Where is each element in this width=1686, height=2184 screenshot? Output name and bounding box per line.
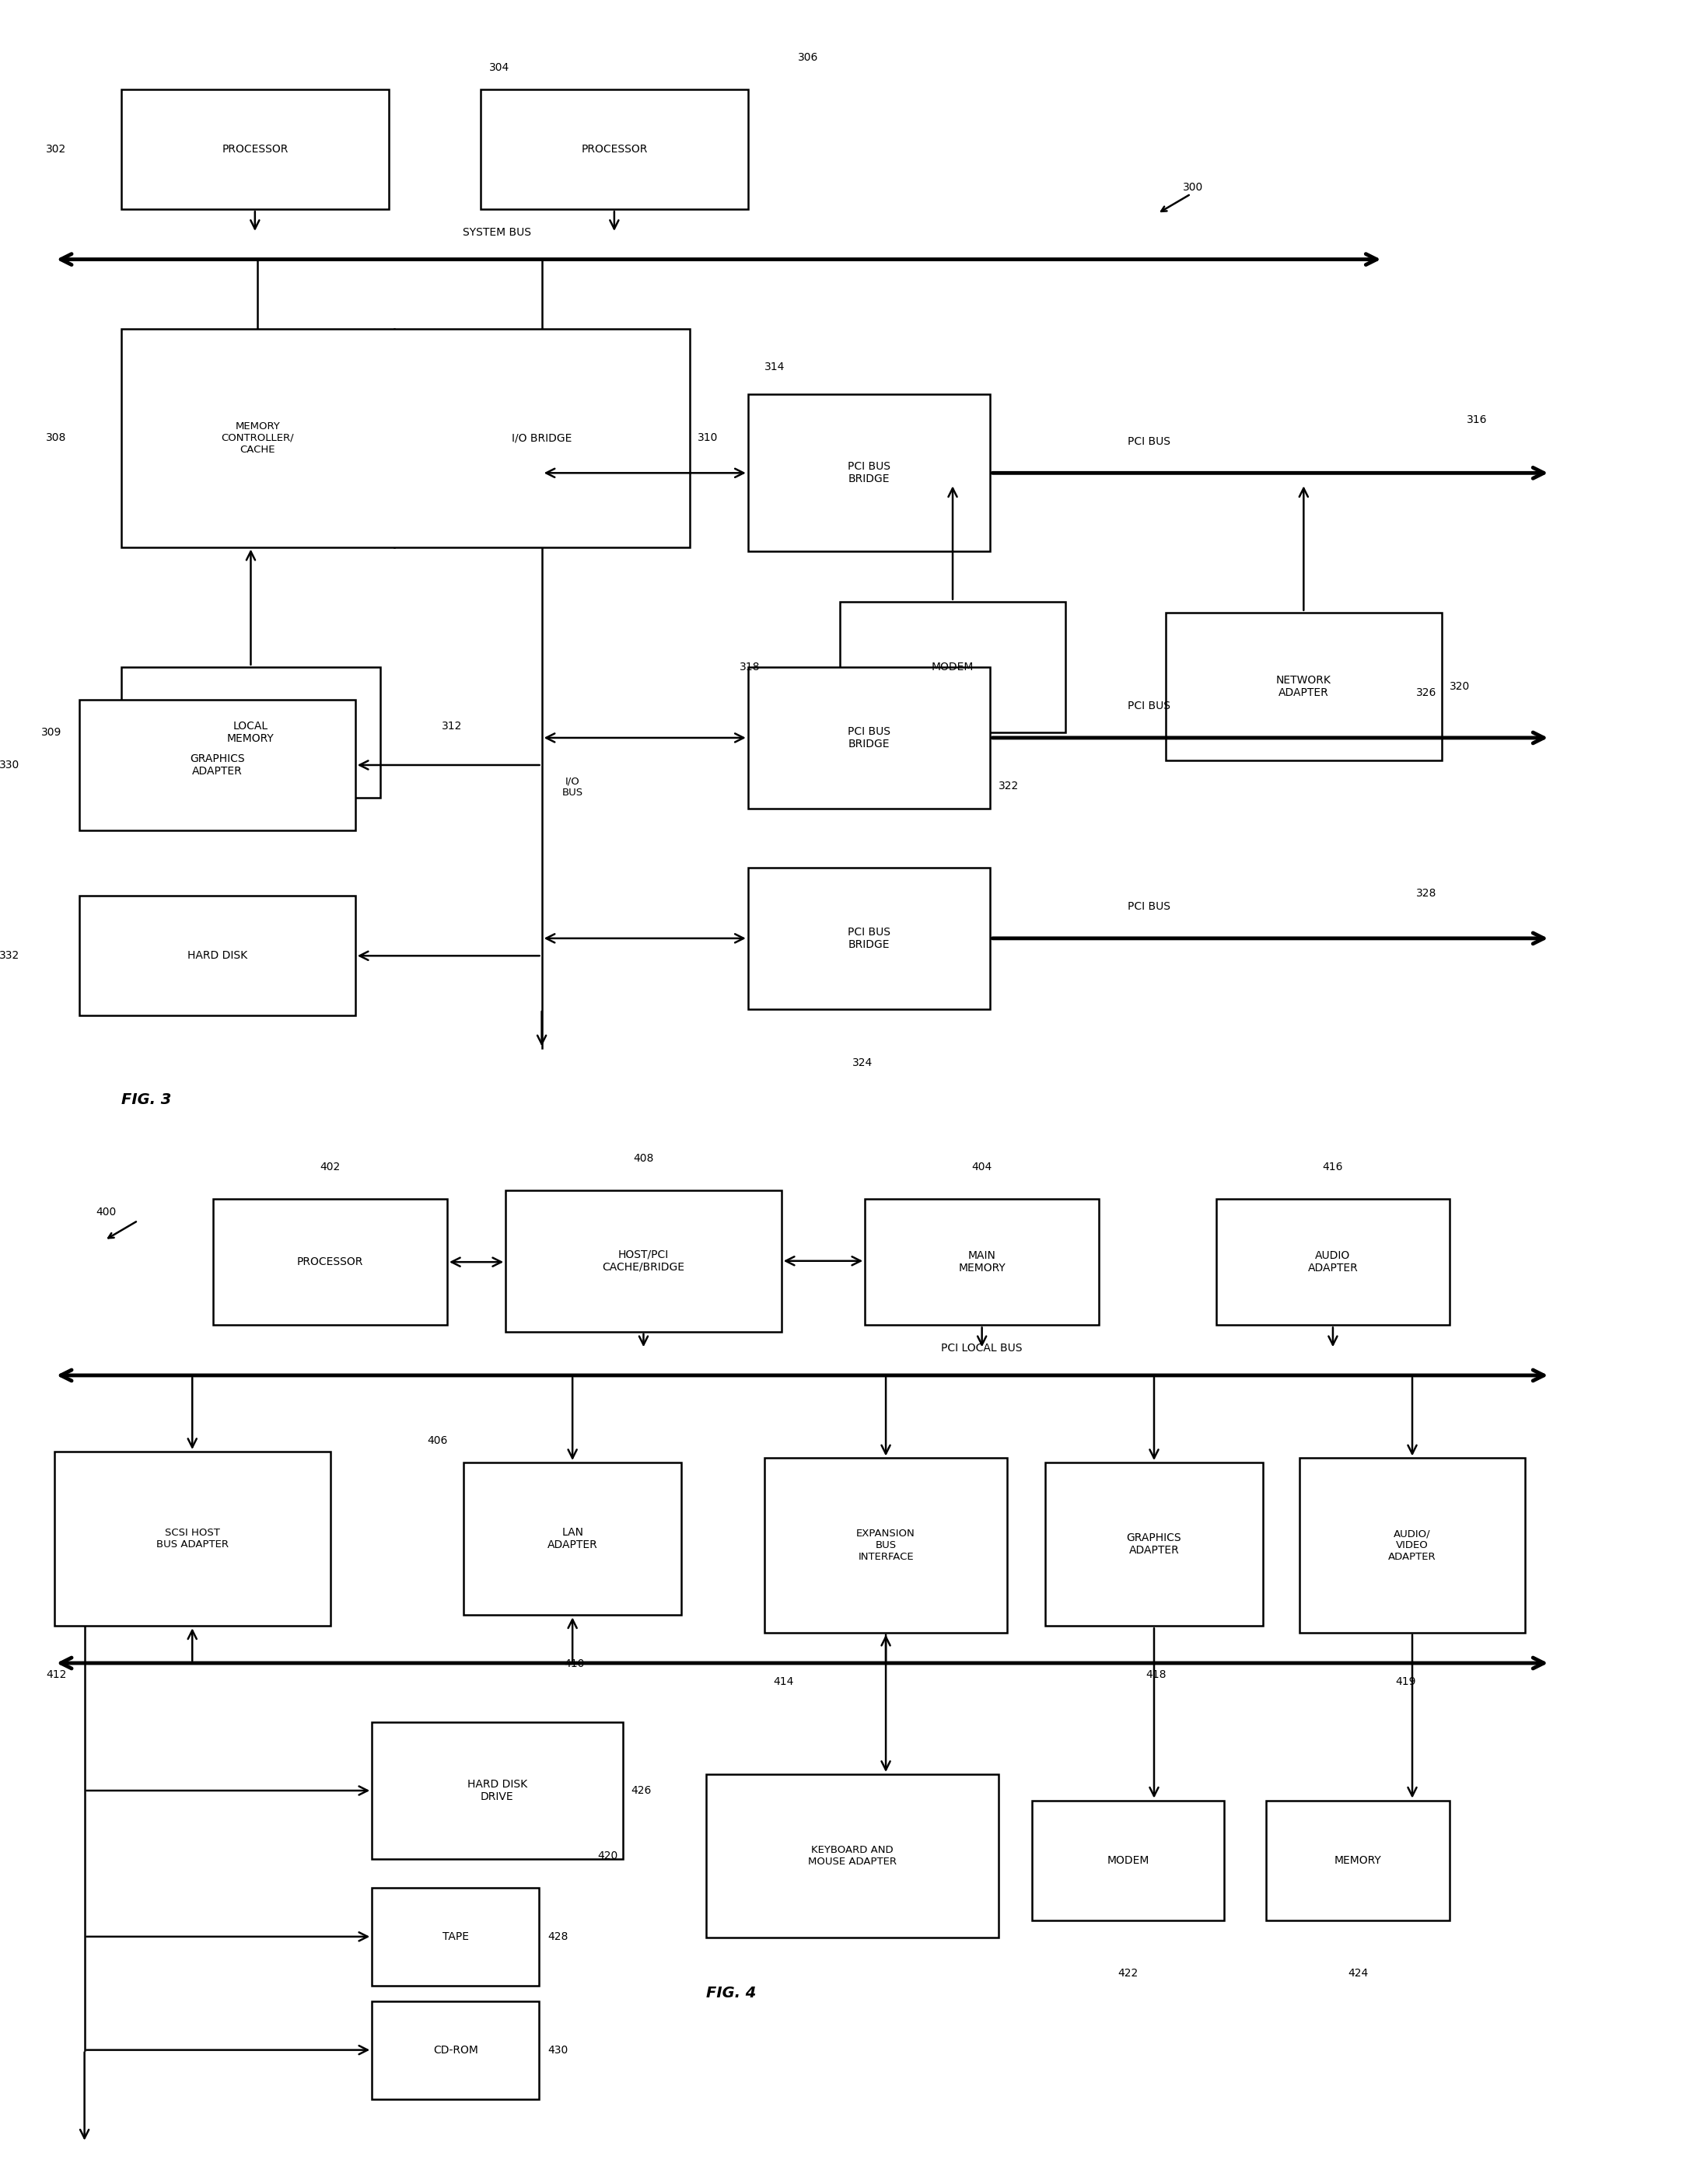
Text: FIG. 4: FIG. 4 xyxy=(706,1985,757,2001)
Text: 404: 404 xyxy=(971,1162,991,1173)
Text: 420: 420 xyxy=(597,1850,619,1861)
Text: 312: 312 xyxy=(442,721,462,732)
Text: PCI LOCAL BUS: PCI LOCAL BUS xyxy=(941,1343,1022,1354)
Bar xyxy=(1032,1800,1224,1920)
Text: 324: 324 xyxy=(853,1057,873,1068)
Text: HARD DISK: HARD DISK xyxy=(187,950,248,961)
Bar xyxy=(481,90,749,210)
Text: AUDIO
ADAPTER: AUDIO ADAPTER xyxy=(1308,1249,1357,1273)
Text: MODEM: MODEM xyxy=(932,662,975,673)
Text: PCI BUS: PCI BUS xyxy=(1128,902,1170,913)
Text: SYSTEM BUS: SYSTEM BUS xyxy=(464,227,531,238)
Text: 416: 416 xyxy=(1322,1162,1344,1173)
Text: CD-ROM: CD-ROM xyxy=(433,2044,479,2055)
Bar xyxy=(373,2001,540,2099)
Text: 306: 306 xyxy=(797,52,819,63)
Text: PCI BUS
BRIDGE: PCI BUS BRIDGE xyxy=(848,926,890,950)
Bar xyxy=(373,1887,540,1985)
Text: 424: 424 xyxy=(1347,1968,1367,1979)
Text: 328: 328 xyxy=(1416,889,1436,900)
Text: 402: 402 xyxy=(320,1162,341,1173)
Text: 419: 419 xyxy=(1396,1675,1416,1686)
Bar xyxy=(464,1463,681,1616)
Bar xyxy=(54,1452,330,1627)
Text: 326: 326 xyxy=(1416,688,1436,699)
Text: PCI BUS: PCI BUS xyxy=(1128,437,1170,448)
Bar xyxy=(1266,1800,1450,1920)
Text: 304: 304 xyxy=(489,61,509,72)
Text: 314: 314 xyxy=(765,363,786,373)
Text: 309: 309 xyxy=(40,727,61,738)
Text: 408: 408 xyxy=(634,1153,654,1164)
Text: 330: 330 xyxy=(0,760,20,771)
Text: MODEM: MODEM xyxy=(1108,1854,1150,1865)
Text: HARD DISK
DRIVE: HARD DISK DRIVE xyxy=(467,1778,528,1802)
Text: GRAPHICS
ADAPTER: GRAPHICS ADAPTER xyxy=(1126,1533,1182,1555)
Text: 318: 318 xyxy=(740,662,760,673)
Bar xyxy=(1216,1199,1450,1326)
Text: PROCESSOR: PROCESSOR xyxy=(582,144,647,155)
Bar xyxy=(765,1459,1007,1634)
Bar xyxy=(121,330,690,546)
Text: MEMORY: MEMORY xyxy=(1334,1854,1381,1865)
Text: HOST/PCI
CACHE/BRIDGE: HOST/PCI CACHE/BRIDGE xyxy=(602,1249,685,1273)
Text: SCSI HOST
BUS ADAPTER: SCSI HOST BUS ADAPTER xyxy=(157,1529,228,1551)
Bar xyxy=(506,1190,781,1332)
Text: 300: 300 xyxy=(1182,181,1202,192)
Bar xyxy=(840,601,1066,732)
Text: PROCESSOR: PROCESSOR xyxy=(223,144,288,155)
Text: 410: 410 xyxy=(565,1658,585,1669)
Bar xyxy=(212,1199,447,1326)
Bar xyxy=(865,1199,1099,1326)
Bar xyxy=(1045,1463,1263,1627)
Text: 400: 400 xyxy=(96,1206,116,1216)
Text: 308: 308 xyxy=(46,432,66,443)
Text: 426: 426 xyxy=(631,1784,651,1795)
Text: 406: 406 xyxy=(427,1435,447,1446)
Text: MAIN
MEMORY: MAIN MEMORY xyxy=(958,1249,1005,1273)
Text: AUDIO/
VIDEO
ADAPTER: AUDIO/ VIDEO ADAPTER xyxy=(1388,1529,1436,1562)
Text: 412: 412 xyxy=(46,1669,66,1679)
Text: I/O
BUS: I/O BUS xyxy=(561,775,583,797)
Text: FIG. 3: FIG. 3 xyxy=(121,1092,172,1107)
Text: PCI BUS
BRIDGE: PCI BUS BRIDGE xyxy=(848,461,890,485)
Text: 316: 316 xyxy=(1467,415,1487,426)
Text: 422: 422 xyxy=(1118,1968,1138,1979)
Text: LAN
ADAPTER: LAN ADAPTER xyxy=(548,1527,597,1551)
Text: 322: 322 xyxy=(998,780,1018,791)
Text: TAPE: TAPE xyxy=(442,1931,469,1942)
Text: EXPANSION
BUS
INTERFACE: EXPANSION BUS INTERFACE xyxy=(856,1529,915,1562)
Text: KEYBOARD AND
MOUSE ADAPTER: KEYBOARD AND MOUSE ADAPTER xyxy=(808,1845,897,1867)
Bar xyxy=(79,895,356,1016)
Bar xyxy=(749,666,990,808)
Text: NETWORK
ADAPTER: NETWORK ADAPTER xyxy=(1276,675,1332,699)
Bar xyxy=(749,395,990,550)
Bar xyxy=(79,699,356,830)
Text: MEMORY
CONTROLLER/
CACHE: MEMORY CONTROLLER/ CACHE xyxy=(221,422,293,454)
Text: GRAPHICS
ADAPTER: GRAPHICS ADAPTER xyxy=(191,753,244,778)
Text: PROCESSOR: PROCESSOR xyxy=(297,1256,364,1267)
Bar xyxy=(749,867,990,1009)
Bar xyxy=(706,1773,998,1937)
Text: 332: 332 xyxy=(0,950,20,961)
Bar xyxy=(121,666,381,797)
Text: I/O BRIDGE: I/O BRIDGE xyxy=(511,432,572,443)
Text: LOCAL
MEMORY: LOCAL MEMORY xyxy=(228,721,275,745)
Bar xyxy=(373,1721,622,1859)
Text: 302: 302 xyxy=(46,144,66,155)
Text: 428: 428 xyxy=(548,1931,568,1942)
Bar xyxy=(1300,1459,1526,1634)
Bar xyxy=(121,90,389,210)
Text: 320: 320 xyxy=(1450,681,1470,692)
Text: PCI BUS
BRIDGE: PCI BUS BRIDGE xyxy=(848,725,890,749)
Text: PCI BUS: PCI BUS xyxy=(1128,701,1170,712)
Text: 414: 414 xyxy=(772,1675,794,1686)
Text: 430: 430 xyxy=(548,2044,568,2055)
Bar xyxy=(1165,612,1442,760)
Text: 418: 418 xyxy=(1146,1669,1167,1679)
Text: 310: 310 xyxy=(698,432,718,443)
